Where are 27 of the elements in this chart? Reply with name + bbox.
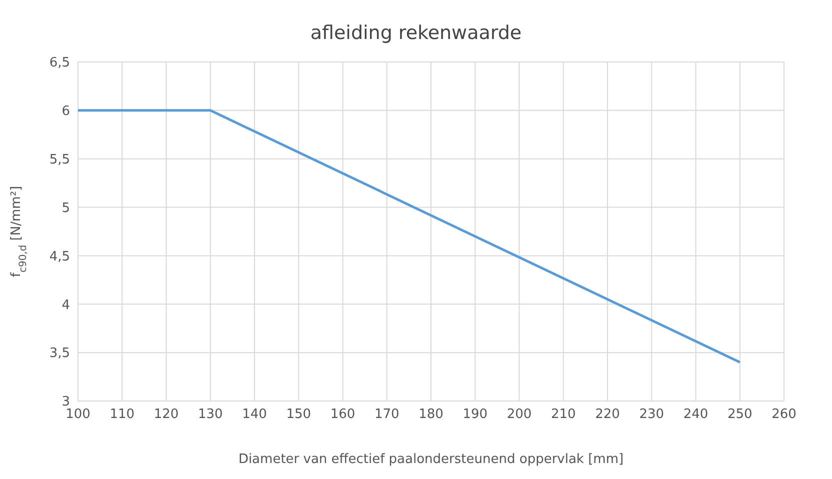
- x-tick-label: 100: [66, 407, 90, 422]
- y-tick-label: 4,5: [49, 249, 70, 264]
- x-tick-label: 180: [418, 407, 444, 422]
- x-tick-label: 260: [772, 407, 796, 422]
- x-tick-label: 140: [242, 407, 267, 422]
- x-tick-label: 240: [683, 407, 708, 422]
- x-axis-title: Diameter van effectief paalondersteunend oppervlak [mm]: [238, 452, 624, 467]
- y-tick-label: 5,5: [49, 152, 70, 168]
- x-tick-label: 230: [639, 407, 664, 422]
- y-tick-label: 3,5: [49, 346, 70, 362]
- chart-title: afleiding rekenwaarde: [309, 21, 523, 46]
- x-tick-label: 110: [110, 407, 135, 422]
- x-tick-label: 210: [550, 407, 576, 422]
- y-tick-label: 5: [62, 200, 70, 216]
- x-tick-label: 190: [462, 407, 488, 422]
- x-tick-label: 220: [595, 407, 620, 422]
- x-tick-label: 170: [374, 407, 400, 422]
- y-tick-label: 6: [62, 104, 70, 120]
- y-tick-label: 6,5: [49, 56, 70, 71]
- y-tick-label: 3: [62, 394, 70, 410]
- x-tick-label: 130: [198, 407, 223, 422]
- y-tick-label: 4: [62, 298, 70, 313]
- x-tick-label: 120: [154, 407, 179, 422]
- x-tick-label: 160: [330, 407, 356, 422]
- x-tick-label: 150: [286, 407, 312, 422]
- x-tick-label: 250: [727, 407, 752, 422]
- x-tick-label: 200: [506, 407, 532, 422]
